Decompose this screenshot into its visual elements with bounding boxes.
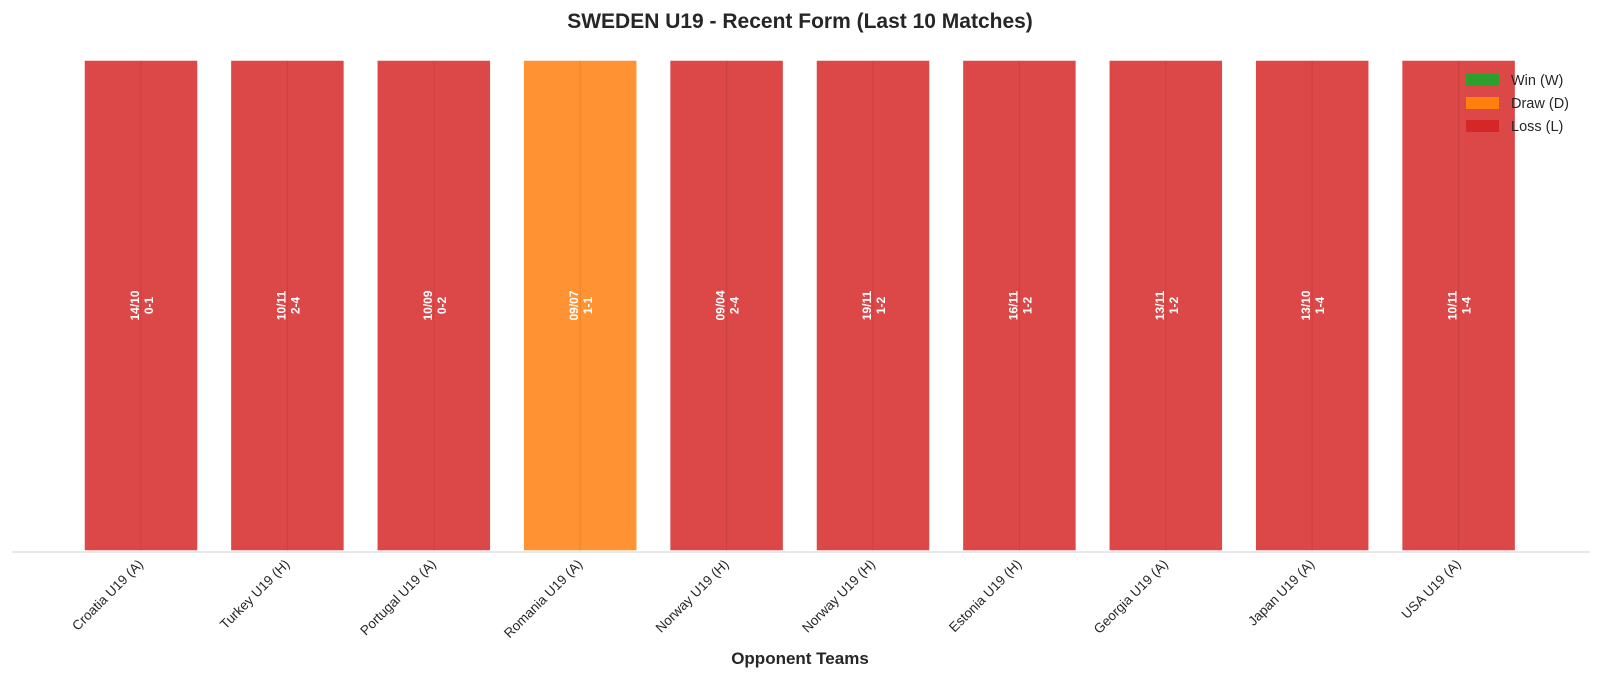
x-tick-label: Turkey U19 (H) — [217, 557, 292, 632]
bar-label: 09/071-1 — [567, 290, 595, 320]
x-tick-labels: Croatia U19 (A) Turkey U19 (H) Portugal U1… — [69, 557, 1464, 641]
x-tick-label: Portugal U19 (A) — [357, 557, 439, 639]
match-date: 10/11 — [1446, 290, 1460, 320]
bar-label: 19/111-2 — [860, 290, 888, 320]
bar-2 — [229, 59, 346, 552]
match-score: 1-4 — [1313, 297, 1327, 315]
match-date: 19/11 — [860, 290, 874, 320]
chart-title: SWEDEN U19 - Recent Form (Last 10 Matche… — [567, 10, 1033, 33]
bar-label: 10/112-4 — [274, 290, 302, 320]
x-axis-label: Opponent Teams — [731, 649, 869, 668]
bar-label: 14/100-1 — [128, 290, 156, 320]
legend-label-w: Win (W) — [1511, 73, 1563, 89]
bar-label: 13/101-4 — [1299, 290, 1327, 320]
match-date: 10/09 — [421, 290, 435, 320]
x-tick-label: Norway U19 (H) — [653, 557, 732, 636]
match-date: 13/10 — [1299, 290, 1313, 320]
bar-10 — [1400, 59, 1517, 552]
x-tick-label: Romania U19 (A) — [501, 557, 585, 641]
x-tick-label: Estonia U19 (H) — [946, 557, 1025, 636]
x-tick-label: USA U19 (A) — [1398, 557, 1463, 622]
match-score: 1-2 — [1020, 297, 1034, 315]
match-date: 14/10 — [128, 290, 142, 320]
bar-1 — [83, 59, 199, 552]
match-score: 1-2 — [1167, 297, 1181, 315]
legend-label-d: Draw (D) — [1511, 96, 1569, 112]
bar-label: 09/042-4 — [714, 290, 742, 320]
legend-label-l: Loss (L) — [1511, 119, 1563, 135]
match-date: 09/04 — [714, 290, 728, 320]
match-score: 1-4 — [1460, 297, 1474, 315]
match-score: 1-1 — [581, 297, 595, 315]
bar-5 — [668, 59, 785, 552]
legend-swatch-w — [1466, 74, 1499, 86]
bar-6 — [815, 59, 931, 552]
x-tick-label: Japan U19 (A) — [1245, 557, 1317, 629]
match-date: 13/11 — [1153, 290, 1167, 320]
bars-group: 14/100-1 10/112-4 10/090-2 09/071-1 09/042-4… — [83, 59, 1517, 552]
bar-label: 13/111-2 — [1153, 290, 1181, 320]
match-score: 0-2 — [435, 297, 449, 315]
x-tick-label: Georgia U19 (A) — [1091, 557, 1171, 637]
bar-9 — [1254, 59, 1370, 552]
x-tick-label: Croatia U19 (A) — [69, 557, 146, 634]
match-date: 10/11 — [274, 290, 288, 320]
match-score: 2-4 — [728, 297, 742, 315]
bar-label: 10/090-2 — [421, 290, 449, 320]
legend-swatch-d — [1466, 97, 1499, 109]
bar-label: 10/111-4 — [1446, 290, 1474, 320]
match-score: 0-1 — [142, 297, 156, 315]
x-tick-label: Norway U19 (H) — [799, 557, 878, 636]
legend-swatch-l — [1466, 120, 1499, 132]
match-score: 2-4 — [288, 297, 302, 315]
match-score: 1-2 — [874, 297, 888, 315]
match-date: 16/11 — [1006, 290, 1020, 320]
bar-3 — [376, 59, 492, 552]
legend: Win (W) Draw (D) Loss (L) — [1466, 73, 1569, 135]
bar-label: 16/111-2 — [1006, 290, 1034, 320]
bar-8 — [1108, 59, 1224, 552]
match-date: 09/07 — [567, 290, 581, 320]
bar-4 — [522, 59, 638, 552]
bar-7 — [961, 59, 1078, 552]
